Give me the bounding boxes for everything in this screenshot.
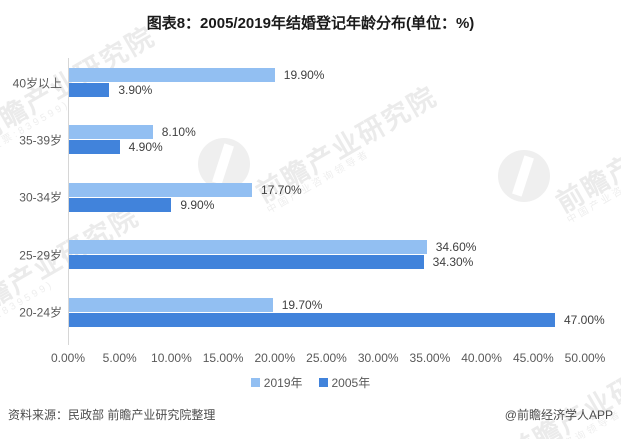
value-label: 19.90% bbox=[283, 68, 325, 82]
x-tick-label: 45.00% bbox=[512, 351, 554, 365]
legend-label: 2005年 bbox=[331, 376, 371, 390]
x-axis: 0.00% 5.00% 10.00% 15.00% 20.00% 25.00% 30.00%… bbox=[51, 351, 605, 365]
x-tick-label: 35.00% bbox=[409, 351, 451, 365]
bar-2005: 47.00% bbox=[69, 312, 605, 327]
bar-2005: 34.30% bbox=[69, 255, 473, 270]
category-label: 25-29岁 bbox=[19, 248, 62, 263]
x-tick-label: 0.00% bbox=[50, 351, 86, 365]
legend: 2019年 2005年 bbox=[0, 374, 621, 391]
value-label: 47.00% bbox=[563, 312, 605, 327]
bar-2019: 34.60% bbox=[69, 240, 476, 255]
category-label: 30-34岁 bbox=[19, 190, 62, 205]
value-label: 8.10% bbox=[161, 125, 196, 140]
value-label: 4.90% bbox=[128, 140, 163, 155]
bar-group: 20-24岁 19.70% 47.00% bbox=[19, 288, 605, 345]
plot-area: 40岁以上 19.90% 3.90% 35-39岁 8.10% 4.90% 30-34岁 17… bbox=[13, 58, 605, 345]
x-tick-label: 15.00% bbox=[202, 351, 244, 365]
value-label: 17.70% bbox=[261, 182, 302, 197]
legend-item-2019: 2019年 bbox=[250, 374, 303, 391]
value-label: 19.70% bbox=[281, 297, 323, 312]
legend-label: 2019年 bbox=[263, 376, 303, 390]
bar-group: 30-34岁 17.70% 9.90% bbox=[19, 173, 586, 230]
bar-2005: 4.90% bbox=[69, 140, 163, 155]
value-label: 34.30% bbox=[432, 255, 474, 270]
x-tick-label: 40.00% bbox=[461, 351, 502, 365]
bar-group: 40岁以上 19.90% 3.90% bbox=[13, 58, 586, 115]
source-note: 资料来源：民政部 前瞻产业研究院整理 bbox=[8, 408, 216, 422]
bar-group: 25-29岁 34.60% 34.30% bbox=[19, 230, 586, 287]
credit-note: @前瞻经济学人APP bbox=[504, 408, 613, 422]
bar-2019: 19.90% bbox=[69, 68, 324, 82]
bar-2019: 8.10% bbox=[69, 125, 196, 140]
chart-title: 图表8：2005/2019年结婚登记年龄分布(单位：%) bbox=[146, 15, 475, 32]
category-label: 40岁以上 bbox=[12, 76, 62, 90]
value-label: 3.90% bbox=[118, 83, 153, 97]
category-label: 20-24岁 bbox=[19, 305, 62, 320]
bar-2005: 9.90% bbox=[69, 197, 214, 212]
legend-item-2005: 2005年 bbox=[318, 374, 371, 391]
footer: 资料来源：民政部 前瞻产业研究院整理 @前瞻经济学人APP bbox=[8, 406, 613, 423]
x-tick-label: 30.00% bbox=[357, 351, 399, 365]
value-label: 34.60% bbox=[435, 240, 477, 255]
bar-group: 35-39岁 8.10% 4.90% bbox=[19, 115, 586, 172]
value-label: 9.90% bbox=[180, 197, 215, 212]
legend-swatch bbox=[250, 378, 260, 387]
bar-2005: 3.90% bbox=[69, 83, 152, 97]
x-tick-label: 20.00% bbox=[254, 351, 296, 365]
category-label: 35-39岁 bbox=[19, 133, 62, 148]
x-tick-label: 50.00% bbox=[564, 351, 606, 365]
bar-2019: 19.70% bbox=[69, 297, 322, 312]
x-tick-label: 25.00% bbox=[306, 351, 347, 365]
bar-2019: 17.70% bbox=[69, 182, 302, 197]
x-tick-label: 5.00% bbox=[102, 351, 137, 365]
x-tick-label: 10.00% bbox=[151, 351, 192, 365]
legend-swatch bbox=[318, 378, 328, 387]
